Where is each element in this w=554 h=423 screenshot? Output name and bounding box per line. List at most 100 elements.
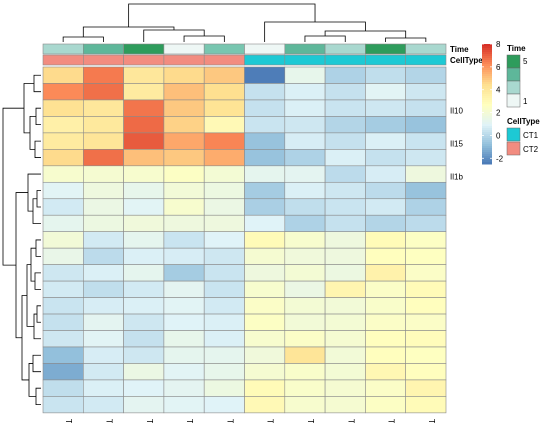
- heatmap-cell: [324, 116, 366, 134]
- heatmap-cell: [365, 132, 406, 150]
- dendrogram-link: [35, 107, 41, 126]
- celltype-annotation-cell: [42, 54, 84, 66]
- heatmap-cell: [324, 83, 366, 101]
- heatmap-cell: [163, 66, 205, 84]
- dendrogram-link: [27, 173, 41, 212]
- heatmap-cell: [203, 181, 245, 200]
- heatmap-cell: [203, 214, 245, 232]
- annotation-row-label: Time: [450, 45, 469, 54]
- heatmap-cell: [42, 99, 84, 117]
- heatmap-cell: [324, 99, 366, 117]
- annotation-labels: Time CellType: [450, 45, 483, 65]
- heatmap-cell: [405, 280, 447, 298]
- dendrogram-link: [385, 37, 427, 42]
- heatmap-cell: [83, 66, 124, 84]
- color-scale-step: [482, 60, 492, 63]
- heatmap-cell: [244, 149, 286, 167]
- heatmap-cell: [42, 66, 84, 84]
- heatmap-cell: [163, 99, 205, 117]
- color-scale-step: [482, 82, 492, 85]
- color-scale-step: [482, 152, 492, 155]
- color-scale-step: [482, 132, 492, 135]
- heatmap-cell: [163, 165, 205, 183]
- heatmap-cell: [163, 330, 205, 348]
- time-annotation-cell: [203, 43, 245, 55]
- heatmap-cell: [284, 181, 326, 200]
- celltype-legend-label: CT1: [523, 131, 539, 140]
- heatmap-cell: [163, 396, 205, 414]
- heatmap-cell: [42, 396, 84, 414]
- heatmap-cell: [324, 149, 366, 167]
- dendrogram-link: [82, 26, 175, 37]
- time-annotation-cell: [163, 43, 205, 55]
- heatmap-cell: [163, 198, 205, 216]
- heatmap-cell: [42, 165, 84, 183]
- dendrogram-link: [128, 3, 316, 27]
- heatmap-cell: [203, 330, 245, 348]
- color-scale-step: [482, 134, 492, 137]
- heatmap-cell: [405, 247, 447, 265]
- dendrogram-link: [26, 264, 34, 327]
- color-scale-step: [482, 74, 492, 77]
- color-scale-step: [482, 44, 492, 47]
- heatmap-cell: [365, 165, 406, 183]
- color-scale-tick-label: 0: [496, 131, 501, 140]
- color-scale-step: [482, 54, 492, 57]
- heatmap-cell: [324, 214, 366, 232]
- heatmap-cell: [123, 231, 165, 249]
- heatmap-cell: [365, 99, 406, 117]
- heatmap-cell: [244, 346, 286, 364]
- heatmap-cell: [203, 379, 245, 397]
- heatmap-cell: [83, 181, 124, 200]
- heatmap-cell: [284, 198, 326, 216]
- color-scale-step: [482, 156, 492, 159]
- heatmap-cell: [284, 297, 326, 315]
- heatmap-cell: [203, 116, 245, 134]
- heatmap-cell: [324, 280, 366, 298]
- heatmap-cell: [244, 181, 286, 200]
- heatmap-cell: [284, 280, 326, 298]
- heatmap-cell: [123, 379, 165, 397]
- heatmap-cell: [365, 149, 406, 167]
- color-scale-step: [482, 140, 492, 143]
- color-scale-step: [482, 46, 492, 49]
- heatmap-cell: [83, 297, 124, 315]
- color-scale-step: [482, 48, 492, 51]
- heatmap-cell: [284, 363, 326, 381]
- dendrogram-link: [183, 35, 225, 42]
- dendrogram-link: [23, 83, 34, 134]
- color-scale-step: [482, 148, 492, 151]
- time-annotation-cell: [284, 43, 326, 55]
- color-scale-step: [482, 112, 492, 115]
- color-scale-step: [482, 50, 492, 53]
- heatmap-cell: [163, 214, 205, 232]
- celltype-legend: CellType CT1 CT2: [506, 117, 540, 156]
- color-scale-step: [482, 86, 492, 89]
- heatmap-cell: [163, 346, 205, 364]
- celltype-annotation-cell: [123, 54, 165, 66]
- color-scale-step: [482, 136, 492, 139]
- color-scale-step: [482, 58, 492, 61]
- heatmap-cell: [244, 379, 286, 397]
- heatmap-cell: [405, 379, 447, 397]
- color-scale-step: [482, 124, 492, 127]
- heatmap-cell: [123, 247, 165, 265]
- heatmap-cell: [284, 149, 326, 167]
- celltype-annotation-cell: [405, 54, 447, 66]
- color-scale-step: [482, 76, 492, 79]
- heatmap-cell: [244, 231, 286, 249]
- heatmap-cell: [405, 330, 447, 348]
- column-annotation-bars: [42, 43, 447, 66]
- heatmap-cell: [365, 66, 406, 84]
- heatmap-cell: [42, 313, 84, 331]
- heatmap-cell: [324, 181, 366, 200]
- color-scale-step: [482, 78, 492, 81]
- heatmap-cell: [163, 379, 205, 397]
- heatmap-cell: [284, 116, 326, 134]
- time-annotation-cell: [83, 43, 124, 55]
- heatmap-cell: [42, 264, 84, 282]
- color-scale-step: [482, 70, 492, 73]
- dendrogram-link: [2, 107, 24, 266]
- heatmap-cell: [405, 396, 447, 414]
- time-legend-swatch: [506, 54, 521, 69]
